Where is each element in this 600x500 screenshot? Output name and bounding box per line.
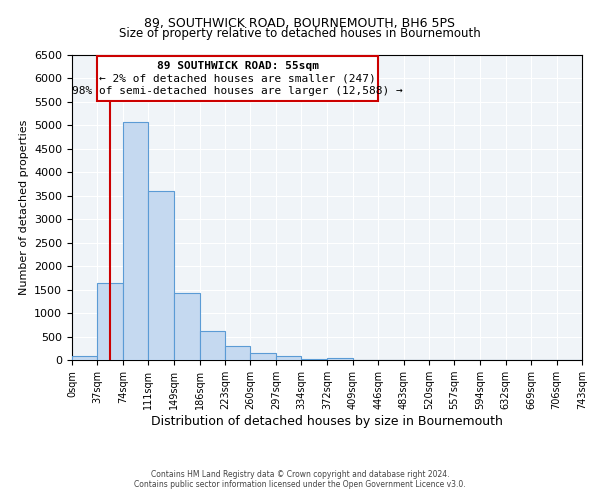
Y-axis label: Number of detached properties: Number of detached properties — [19, 120, 29, 295]
FancyBboxPatch shape — [97, 56, 378, 100]
Bar — [174, 294, 200, 360]
Bar — [200, 331, 225, 360]
X-axis label: Distribution of detached houses by size in Bournemouth: Distribution of detached houses by size … — [151, 415, 503, 428]
Bar — [72, 356, 97, 360]
Bar — [328, 358, 353, 360]
Bar — [123, 122, 148, 360]
Bar — [97, 282, 123, 360]
Bar — [225, 346, 250, 360]
Text: 89 SOUTHWICK ROAD: 55sqm: 89 SOUTHWICK ROAD: 55sqm — [157, 60, 319, 70]
Bar — [250, 353, 276, 360]
Text: Contains HM Land Registry data © Crown copyright and database right 2024.
Contai: Contains HM Land Registry data © Crown c… — [134, 470, 466, 489]
Text: ← 2% of detached houses are smaller (247): ← 2% of detached houses are smaller (247… — [100, 73, 376, 83]
Bar — [148, 191, 174, 360]
Text: 98% of semi-detached houses are larger (12,588) →: 98% of semi-detached houses are larger (… — [73, 86, 403, 96]
Bar — [276, 356, 301, 360]
Text: Size of property relative to detached houses in Bournemouth: Size of property relative to detached ho… — [119, 28, 481, 40]
Bar — [301, 358, 328, 360]
Text: 89, SOUTHWICK ROAD, BOURNEMOUTH, BH6 5PS: 89, SOUTHWICK ROAD, BOURNEMOUTH, BH6 5PS — [145, 18, 455, 30]
